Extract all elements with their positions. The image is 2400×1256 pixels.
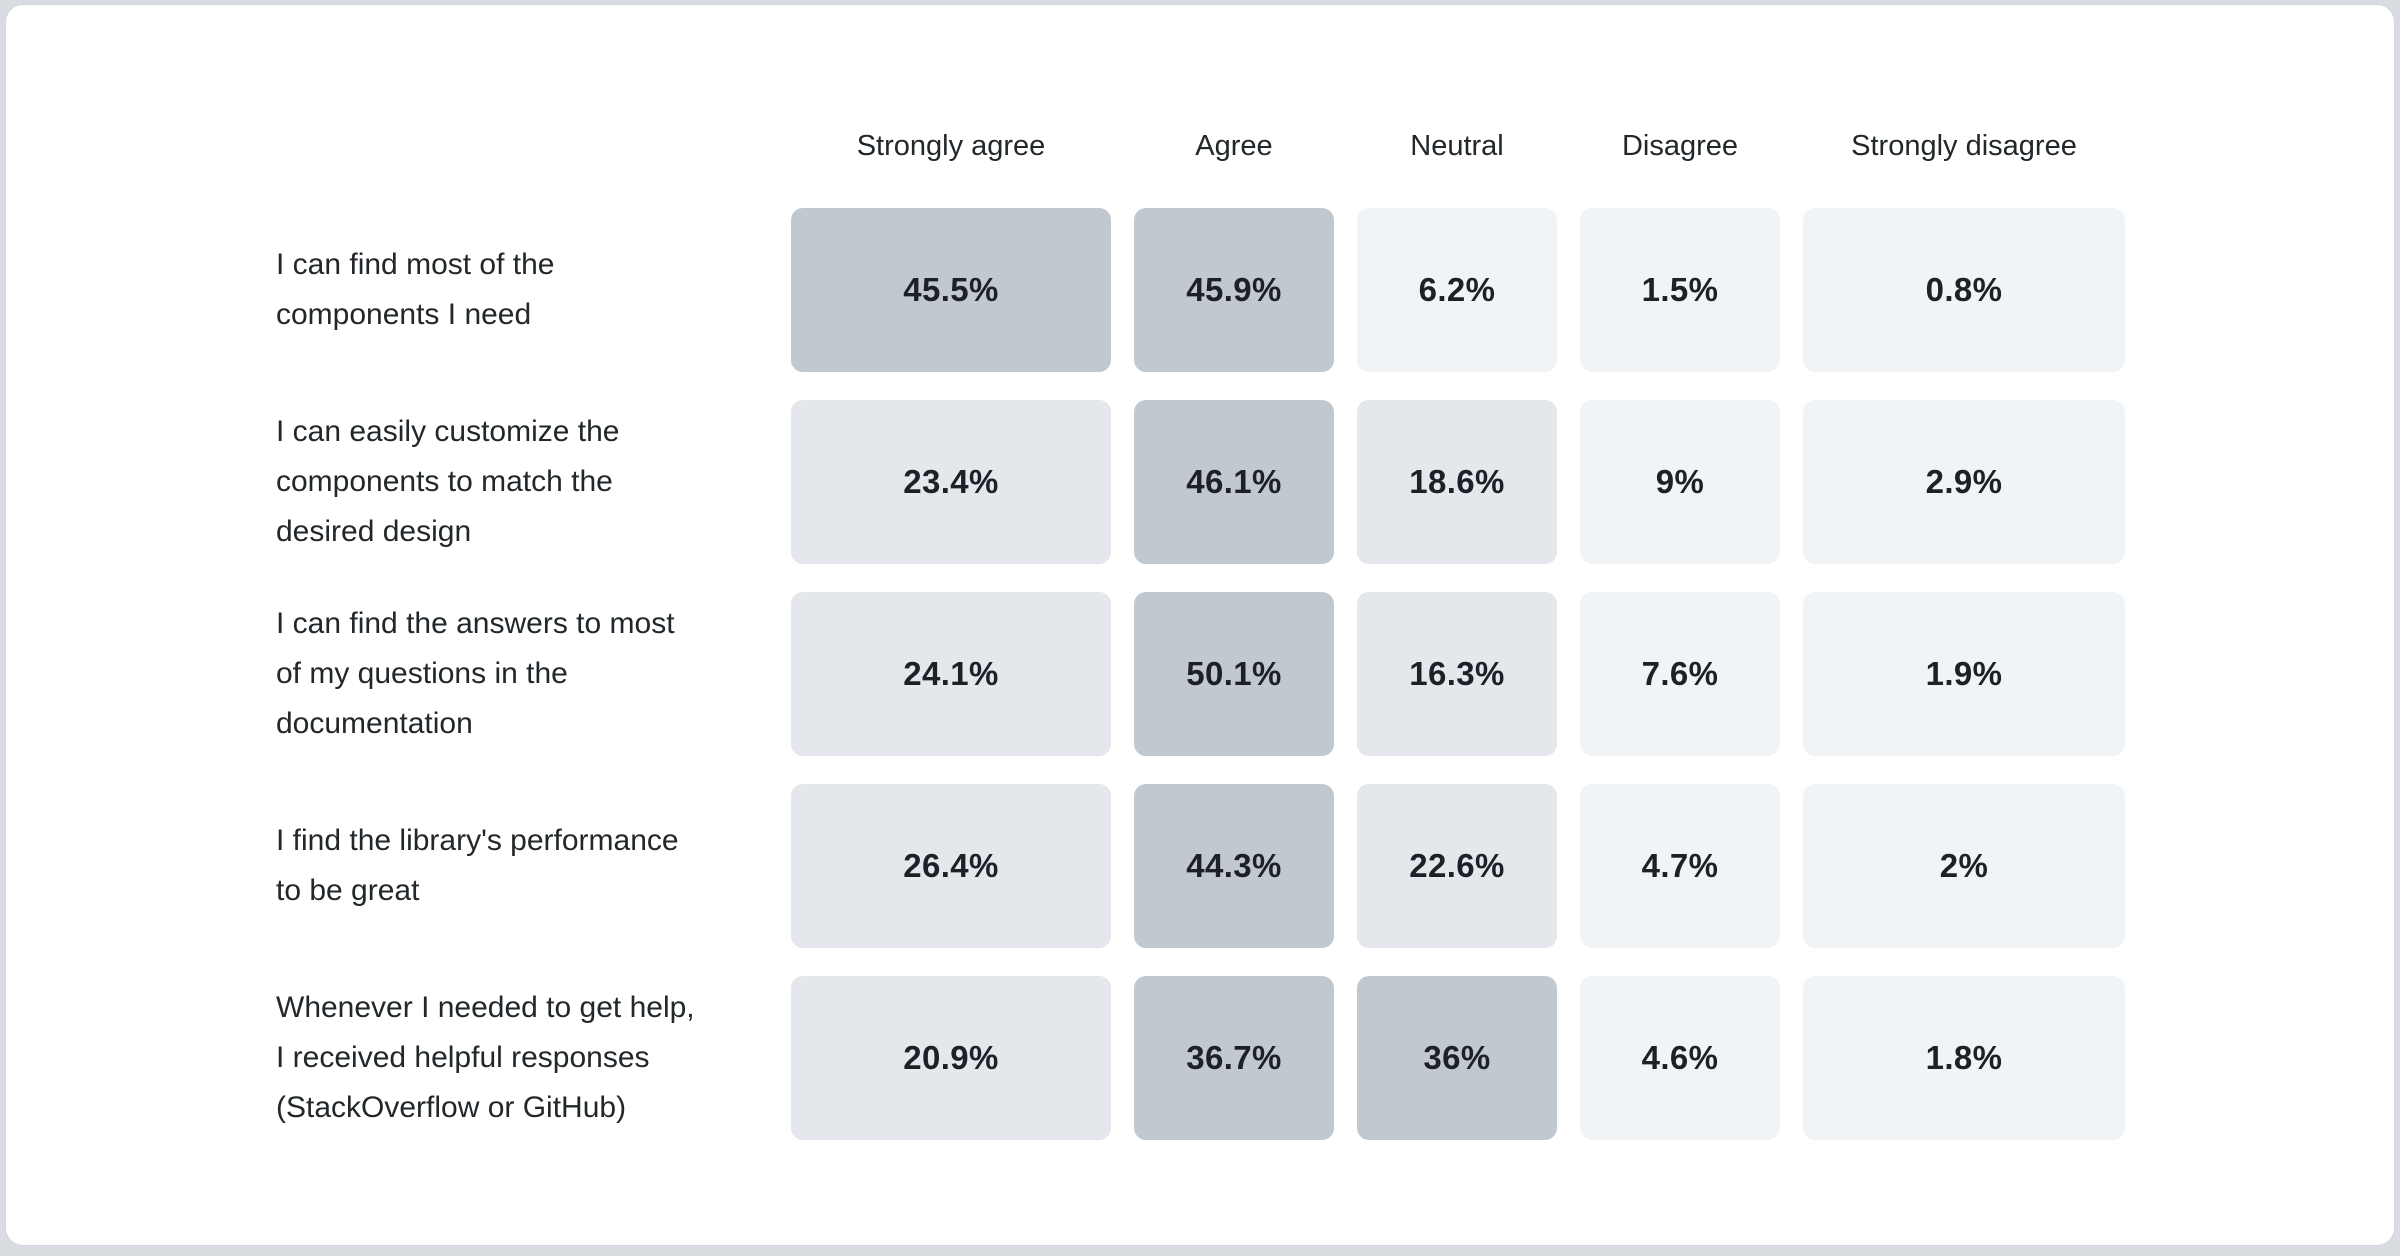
row-label-text: I find the library's performance to be g… (276, 824, 679, 907)
heatmap-cell: 9% (1580, 400, 1780, 564)
heatmap-cell: 4.7% (1580, 784, 1780, 948)
row-label-text: Whenever I needed to get help, I receive… (276, 991, 695, 1124)
heatmap-cell: 22.6% (1357, 784, 1557, 948)
heatmap-cell: 23.4% (791, 400, 1111, 564)
column-header-disagree: Disagree (1621, 129, 1739, 162)
heatmap-cell: 4.6% (1580, 976, 1780, 1140)
row-label: Whenever I needed to get help, I receive… (276, 976, 768, 1140)
survey-results-card: Strongly agree Agree Neutral Disagree St… (5, 4, 2395, 1246)
heatmap-cell: 44.3% (1134, 784, 1334, 948)
heatmap-cell: 6.2% (1357, 208, 1557, 372)
heatmap-table: Strongly agree Agree Neutral Disagree St… (276, 112, 2125, 1140)
heatmap-cell: 45.5% (791, 208, 1111, 372)
row-label-text: I can find the answers to most of my que… (276, 607, 675, 740)
corner-spacer (276, 112, 768, 180)
row-label-text: I can find most of the components I need (276, 248, 555, 331)
row-label: I find the library's performance to be g… (276, 784, 768, 948)
column-header-strongly-agree: Strongly agree (856, 129, 1046, 162)
heatmap-cell: 26.4% (791, 784, 1111, 948)
heatmap-cell: 1.5% (1580, 208, 1780, 372)
column-header-strongly-disagree: Strongly disagree (1851, 129, 2077, 162)
heatmap-cell: 36% (1357, 976, 1557, 1140)
heatmap-cell: 1.9% (1803, 592, 2125, 756)
heatmap-cell: 16.3% (1357, 592, 1557, 756)
heatmap-cell: 7.6% (1580, 592, 1780, 756)
heatmap-cell: 46.1% (1134, 400, 1334, 564)
heatmap-cell: 50.1% (1134, 592, 1334, 756)
row-label: I can find most of the components I need (276, 208, 768, 372)
heatmap-cell: 2.9% (1803, 400, 2125, 564)
heatmap-cell: 36.7% (1134, 976, 1334, 1140)
heatmap-cell: 18.6% (1357, 400, 1557, 564)
heatmap-cell: 20.9% (791, 976, 1111, 1140)
heatmap-cell: 45.9% (1134, 208, 1334, 372)
column-header-neutral: Neutral (1410, 129, 1504, 162)
column-header-agree: Agree (1195, 129, 1273, 162)
heatmap-cell: 24.1% (791, 592, 1111, 756)
row-label: I can find the answers to most of my que… (276, 592, 768, 756)
heatmap-cell: 0.8% (1803, 208, 2125, 372)
heatmap-cell: 1.8% (1803, 976, 2125, 1140)
row-label-text: I can easily customize the components to… (276, 415, 620, 548)
heatmap-cell: 2% (1803, 784, 2125, 948)
row-label: I can easily customize the components to… (276, 400, 768, 564)
